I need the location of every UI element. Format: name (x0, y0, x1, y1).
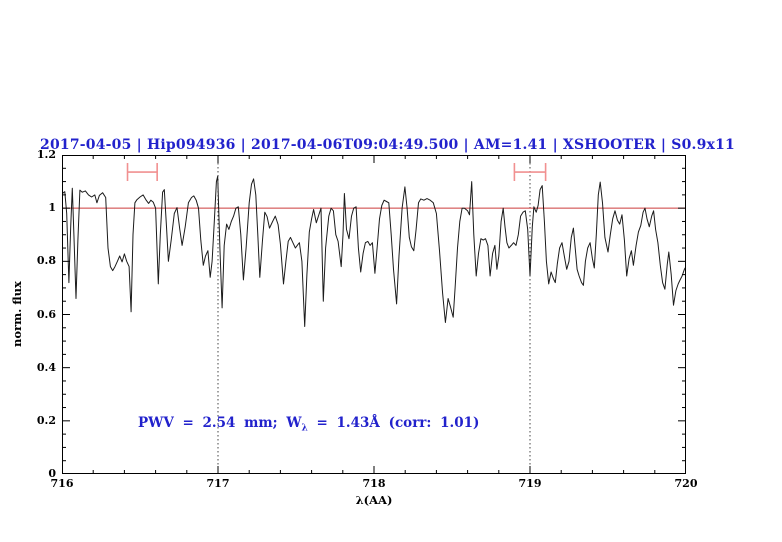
x-tick-label: 718 (362, 477, 386, 490)
x-tick-label: 717 (206, 477, 230, 490)
x-axis-title: λ(AA) (355, 493, 393, 507)
plot-frame (62, 155, 686, 474)
y-tick-label: 1 (48, 201, 56, 215)
annotation-lambda-subscript: λ (301, 423, 308, 434)
spectrum-line (62, 175, 686, 327)
annotation-text-prefix: PWV = 2.54 mm; W (138, 415, 302, 431)
y-tick-label: 0.8 (36, 254, 56, 268)
x-tick-label: 716 (50, 477, 74, 490)
y-tick-label: 1.2 (36, 148, 56, 161)
y-tick-label: 0.6 (36, 307, 56, 321)
y-tick-label: 0.2 (36, 413, 56, 427)
y-tick-label: 0 (48, 467, 56, 480)
y-tick-label: 0.4 (36, 360, 56, 374)
x-tick-label: 719 (518, 477, 542, 490)
x-tick-label: 720 (674, 477, 698, 490)
annotation-text-suffix: = 1.43Å (corr: 1.01) (307, 415, 480, 431)
pwv-annotation: PWV = 2.54 mm; Wλ = 1.43Å (corr: 1.01) (138, 415, 479, 434)
plot-area (62, 155, 686, 474)
plot-title: 2017-04-05 | Hip094936 | 2017-04-06T09:0… (40, 137, 735, 153)
